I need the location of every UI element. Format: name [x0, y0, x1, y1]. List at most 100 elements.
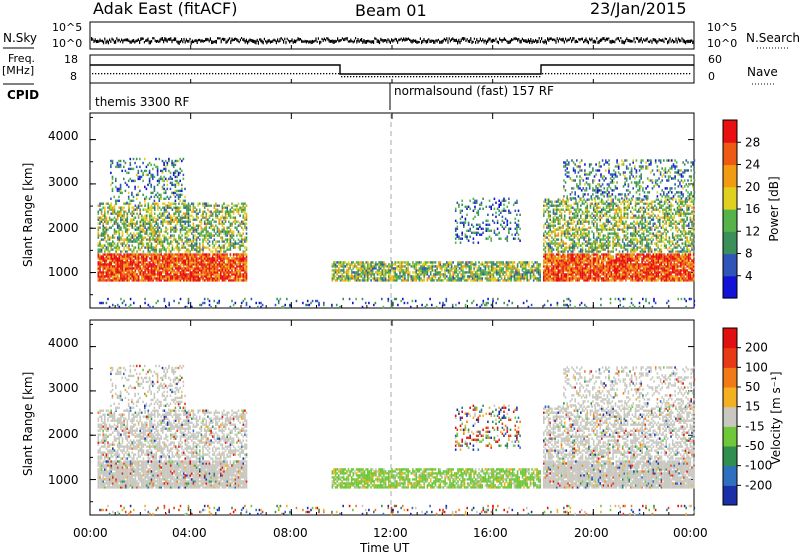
power-cell — [217, 215, 219, 217]
power-cell — [133, 271, 135, 273]
power-cell — [226, 253, 228, 255]
power-cell — [559, 269, 561, 271]
power-cell — [461, 261, 463, 263]
power-cell — [197, 232, 199, 234]
nsky-sample — [257, 39, 258, 42]
nsky-sample — [627, 39, 628, 42]
power-cell — [98, 211, 100, 213]
power-cell — [178, 160, 180, 162]
power-cell — [233, 230, 235, 232]
power-cell — [436, 265, 438, 267]
power-cell — [361, 279, 363, 281]
nsky-sample — [663, 40, 664, 43]
power-cell — [417, 269, 419, 271]
power-cell — [135, 253, 137, 255]
power-cell — [498, 277, 500, 279]
power-cell — [382, 277, 384, 279]
power-cell — [98, 248, 100, 250]
power-cell — [517, 263, 519, 265]
power-cell — [170, 203, 172, 205]
power-cell — [457, 222, 459, 224]
power-cell — [159, 227, 161, 229]
power-cell — [452, 271, 454, 273]
power-cell — [157, 192, 159, 194]
power-cell — [460, 210, 462, 212]
nsky-sample — [181, 38, 182, 42]
nsky-sample — [459, 41, 460, 44]
power-cell — [385, 269, 387, 271]
power-cell — [209, 232, 211, 234]
nsky-sample — [551, 37, 552, 40]
power-cell — [148, 261, 150, 263]
nsky-sample — [277, 38, 278, 41]
power-cell — [148, 238, 150, 240]
power-cell — [396, 261, 398, 263]
power-cell — [501, 267, 503, 269]
nsky-sample — [325, 39, 326, 42]
power-cell — [518, 261, 520, 263]
nsky-sample — [559, 38, 560, 40]
power-cell — [335, 279, 337, 281]
power-cell — [498, 238, 500, 240]
power-cell — [130, 158, 132, 160]
power-cell — [177, 217, 179, 219]
power-cell — [125, 273, 127, 275]
power-cell — [218, 219, 220, 221]
power-cell — [332, 273, 334, 275]
power-cell — [243, 232, 245, 234]
power-cell — [226, 238, 228, 240]
power-cell — [243, 273, 245, 275]
power-cell — [167, 221, 169, 223]
power-cell — [478, 228, 480, 230]
power-cell — [104, 244, 106, 246]
power-cell — [230, 275, 232, 277]
power-cell — [492, 204, 494, 206]
power-cell — [120, 227, 122, 229]
power-cell — [217, 263, 219, 265]
power-cell — [243, 203, 245, 205]
nave-sample — [134, 73, 135, 74]
nsky-sample — [623, 41, 624, 45]
nsky-sample — [525, 39, 526, 43]
nave-sample — [635, 73, 636, 74]
power-cell — [236, 227, 238, 229]
power-cell — [110, 227, 112, 229]
power-cell — [487, 220, 489, 222]
nsky-sample — [342, 37, 343, 39]
power-cell — [498, 204, 500, 206]
power-cell — [246, 232, 248, 234]
power-cell — [99, 248, 101, 250]
nsky-sample — [375, 38, 376, 40]
power-cell — [468, 222, 470, 224]
power-cell — [225, 250, 227, 252]
nsky-sample — [489, 38, 490, 41]
power-cell — [178, 234, 180, 236]
nave-sample — [395, 76, 396, 77]
nsky-sample — [386, 40, 387, 44]
power-cell — [448, 261, 450, 263]
nsky-sample — [384, 39, 385, 42]
nave-sample — [260, 73, 261, 74]
power-cell — [110, 253, 112, 255]
power-cell — [98, 261, 100, 263]
nave-sample — [410, 76, 411, 77]
power-cell — [220, 230, 222, 232]
power-cell — [133, 227, 135, 229]
power-cell — [156, 265, 158, 267]
nsky-sample — [483, 40, 484, 43]
power-cell — [486, 271, 488, 273]
nsky-sample — [458, 39, 459, 43]
power-cell — [545, 265, 547, 267]
power-cell — [120, 242, 122, 244]
power-cell — [510, 212, 512, 214]
power-cell — [119, 253, 121, 255]
nsky-sample — [599, 40, 600, 44]
power-cell — [246, 213, 248, 215]
power-cell — [455, 238, 457, 240]
power-cell — [144, 246, 146, 248]
nave-sample — [506, 76, 507, 77]
power-cell — [131, 250, 133, 252]
nsky-sample — [391, 38, 392, 41]
power-cell — [170, 215, 172, 217]
power-cell — [185, 213, 187, 215]
